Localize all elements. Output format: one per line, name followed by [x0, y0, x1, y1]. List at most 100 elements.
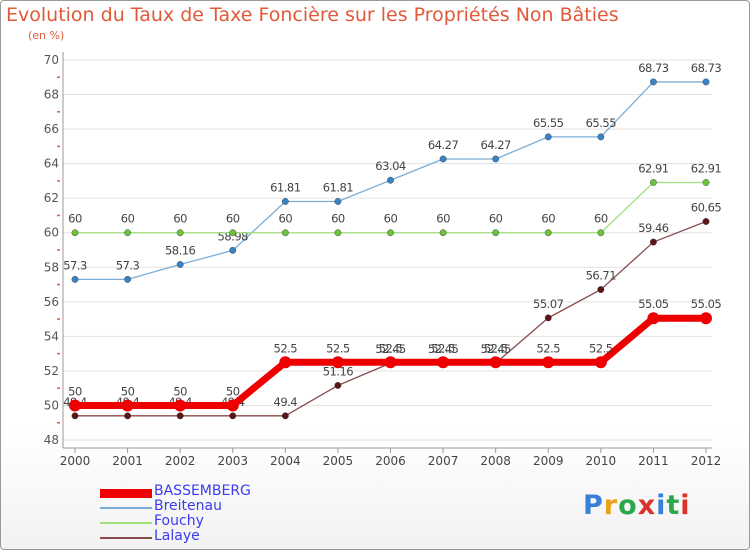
proxiti-logo: Proxiti	[583, 490, 691, 521]
data-point-breitenau	[71, 275, 79, 283]
data-label-lalaye: 55.07	[533, 297, 564, 311]
data-label-bassemberg: 52.5	[274, 341, 298, 355]
data-point-fouchy	[597, 229, 605, 237]
data-label-fouchy: 60	[331, 212, 345, 226]
data-point-bassemberg	[226, 399, 239, 412]
data-point-lalaye	[650, 238, 657, 246]
data-label-breitenau: 65.55	[533, 116, 564, 130]
data-label-bassemberg: 52.5	[484, 341, 508, 355]
data-point-fouchy	[124, 229, 131, 237]
x-tick-label: 2006	[375, 454, 406, 468]
data-label-breitenau: 64.27	[428, 138, 459, 152]
y-tick-label: 62	[44, 191, 59, 205]
data-point-fouchy	[439, 229, 447, 237]
data-label-fouchy: 60	[594, 212, 608, 226]
data-label-breitenau: 65.55	[586, 116, 617, 130]
legend-swatch	[100, 507, 152, 509]
y-axis-unit: (en %)	[28, 29, 65, 42]
x-tick-label: 2005	[323, 454, 354, 468]
legend-swatch	[100, 488, 152, 498]
y-tick-label: 70	[44, 53, 59, 67]
data-point-fouchy	[176, 229, 184, 237]
legend-label: Lalaye	[154, 528, 200, 544]
data-label-bassemberg: 52.5	[431, 341, 455, 355]
data-point-fouchy	[492, 229, 500, 237]
data-point-fouchy	[650, 179, 657, 186]
data-label-lalaye: 51.16	[323, 364, 354, 378]
data-point-breitenau	[334, 198, 342, 205]
data-point-fouchy	[334, 229, 342, 237]
data-label-breitenau: 68.73	[638, 61, 669, 75]
data-point-breitenau	[176, 261, 184, 268]
data-label-breitenau: 63.04	[375, 159, 406, 173]
data-point-breitenau	[597, 133, 605, 141]
data-point-bassemberg	[437, 356, 450, 369]
data-point-bassemberg	[174, 399, 187, 412]
logo-letter: P	[583, 490, 604, 521]
legend-swatch	[100, 522, 152, 524]
logo-letter: r	[603, 490, 619, 521]
data-point-breitenau	[124, 275, 131, 283]
data-label-bassemberg: 52.5	[379, 341, 403, 355]
data-point-bassemberg	[331, 356, 344, 369]
data-point-lalaye	[281, 412, 289, 420]
data-point-bassemberg	[69, 399, 81, 412]
x-tick-label: 2003	[217, 454, 248, 468]
data-point-lalaye	[702, 218, 710, 225]
data-label-fouchy: 60	[226, 212, 240, 226]
y-tick-label: 64	[44, 157, 59, 171]
data-label-bassemberg: 50	[68, 384, 82, 398]
data-label-bassemberg: 52.5	[536, 341, 560, 355]
data-label-lalaye: 52.45	[428, 342, 459, 356]
data-point-breitenau	[439, 155, 447, 163]
x-tick-label: 2002	[165, 454, 196, 468]
data-label-lalaye: 52.45	[480, 342, 511, 356]
y-tick-label: 48	[44, 433, 59, 447]
y-tick-label: 58	[44, 260, 59, 274]
y-tick-label: 66	[44, 122, 59, 136]
data-label-fouchy: 62.91	[638, 161, 669, 175]
data-point-lalaye	[71, 412, 79, 420]
logo-letter: t	[666, 490, 681, 521]
data-point-fouchy	[229, 229, 237, 237]
data-label-fouchy: 60	[68, 212, 82, 226]
data-point-breitenau	[387, 176, 394, 184]
data-point-breitenau	[544, 133, 552, 141]
data-point-fouchy	[702, 179, 710, 186]
legend-label: BASSEMBERG	[154, 483, 251, 499]
x-tick-label: 2009	[533, 454, 564, 468]
data-label-bassemberg: 55.05	[638, 297, 669, 311]
data-point-fouchy	[387, 229, 394, 237]
data-point-lalaye	[124, 412, 131, 420]
legend-label: Breitenau	[154, 498, 222, 514]
data-label-breitenau: 57.3	[116, 258, 140, 272]
data-label-fouchy: 60	[121, 212, 135, 226]
data-point-lalaye	[334, 382, 342, 389]
y-tick-label: 54	[44, 329, 59, 343]
y-tick-label: 56	[44, 295, 59, 309]
data-point-lalaye	[229, 412, 237, 420]
data-label-lalaye: 52.45	[375, 342, 406, 356]
data-label-fouchy: 60	[436, 212, 450, 226]
data-label-fouchy: 60	[384, 212, 398, 226]
data-label-breitenau: 58.16	[165, 244, 196, 258]
data-label-bassemberg: 55.05	[691, 297, 722, 311]
data-label-fouchy: 60	[279, 212, 293, 226]
data-label-fouchy: 60	[541, 212, 555, 226]
x-tick-label: 2008	[480, 454, 511, 468]
data-point-fouchy	[71, 229, 79, 237]
data-label-breitenau: 61.81	[270, 180, 301, 194]
data-label-fouchy: 60	[489, 212, 503, 226]
logo-letter: x	[637, 490, 657, 521]
x-tick-label: 2004	[270, 454, 301, 468]
y-tick-label: 50	[44, 398, 59, 412]
y-tick-label: 60	[44, 226, 59, 240]
data-label-breitenau: 64.27	[480, 138, 511, 152]
data-point-bassemberg	[384, 356, 397, 369]
data-label-lalaye: 60.65	[691, 201, 722, 215]
logo-letter: i	[656, 490, 667, 521]
data-label-bassemberg: 50	[173, 384, 187, 398]
data-point-fouchy	[281, 229, 289, 237]
line-chart: 48 50 52 54 56 58 60 62 64 66 68 70 2000 2001 2002 2003…	[44, 52, 722, 468]
